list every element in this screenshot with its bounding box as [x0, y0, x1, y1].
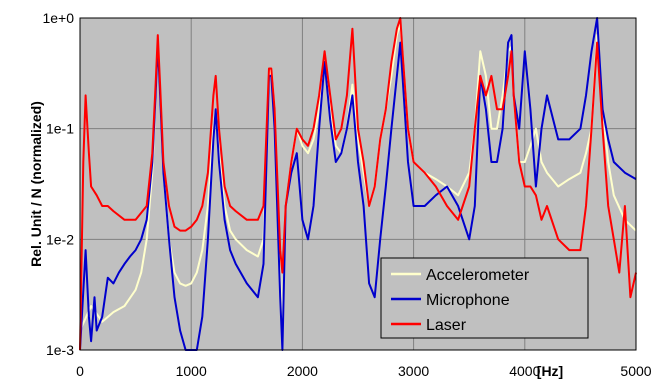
x-tick-label: 3000 — [398, 363, 429, 379]
y-tick-label: 1e-3 — [46, 342, 74, 358]
x-tick-label: 2000 — [287, 363, 318, 379]
x-axis-ticks: 0 1000 2000 3000 4000 5000 — [76, 363, 652, 379]
x-tick-label: 5000 — [620, 363, 651, 379]
y-axis-ticks: 1e-3 1e-2 1e-1 1e+0 — [42, 10, 74, 358]
y-tick-label: 1e-2 — [46, 231, 74, 247]
y-tick-label: 1e+0 — [42, 10, 74, 26]
x-tick-label: 0 — [76, 363, 84, 379]
y-tick-label: 1e-1 — [46, 121, 74, 137]
legend-label: Accelerometer — [426, 267, 530, 284]
legend: Accelerometer Microphone Laser — [381, 258, 588, 338]
y-axis-label: Rel. Unit / N (normalized) — [28, 101, 44, 267]
x-tick-label: 1000 — [176, 363, 207, 379]
x-axis-label: [Hz] — [537, 363, 563, 379]
legend-label: Microphone — [426, 292, 510, 309]
legend-label: Laser — [426, 317, 467, 334]
